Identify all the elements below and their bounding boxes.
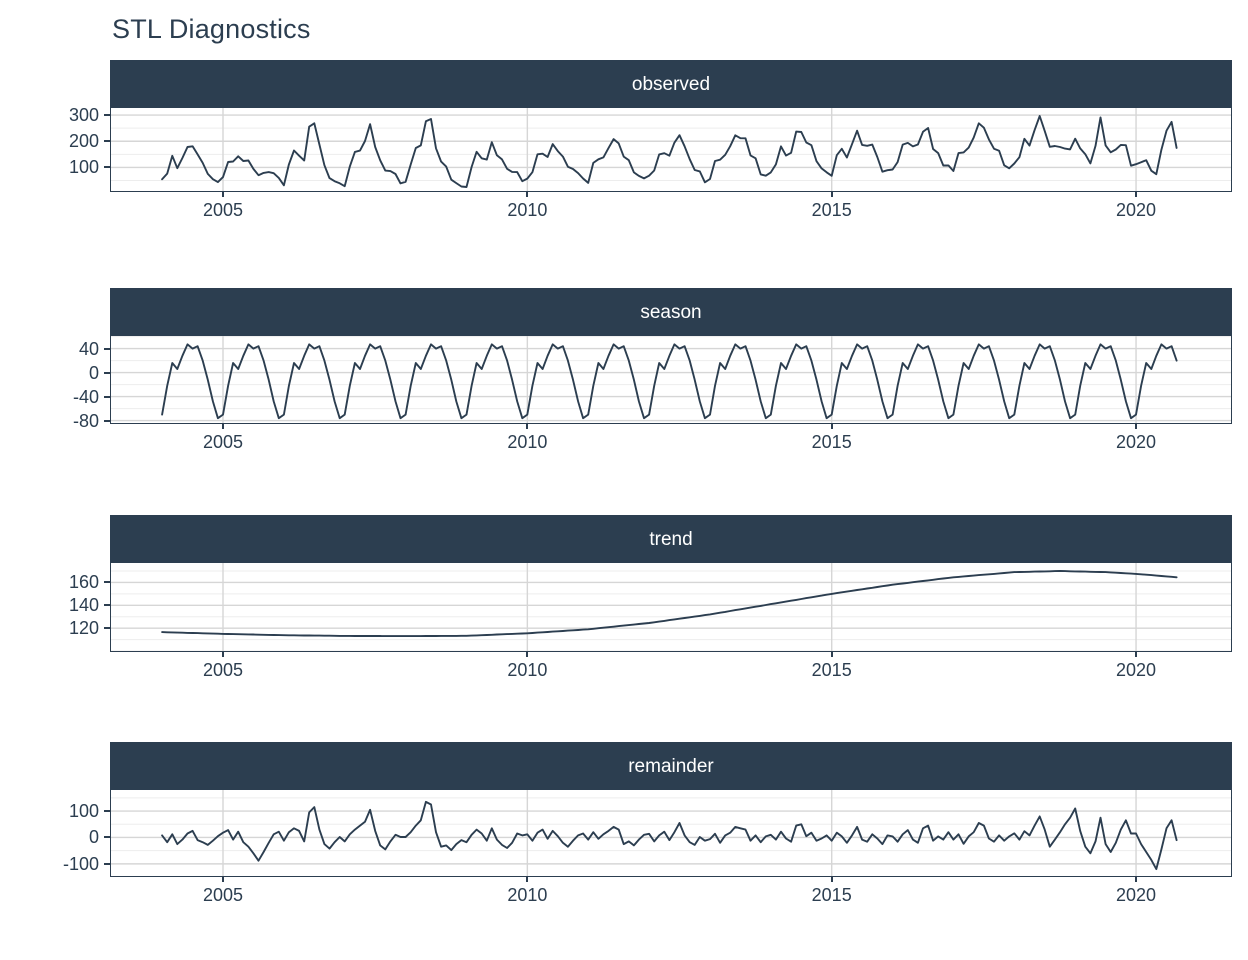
x-tick-label: 2015 xyxy=(811,200,852,220)
x-tick-label: 2010 xyxy=(507,432,548,452)
x-tick-label: 2015 xyxy=(811,885,852,905)
x-axis-tick xyxy=(222,876,224,882)
y-axis-tick xyxy=(104,114,110,117)
y-tick-label: -40 xyxy=(72,386,99,407)
y-axis-tick xyxy=(104,347,110,350)
x-tick-label: 2020 xyxy=(1116,432,1157,452)
x-tick-label: 2020 xyxy=(1116,660,1157,680)
panel-strip-remainder: remainder xyxy=(111,743,1231,790)
x-tick-label: 2005 xyxy=(202,885,244,905)
x-tick-label: 2005 xyxy=(202,432,244,452)
y-tick-label: 300 xyxy=(68,105,99,126)
y-tick-label: 0 xyxy=(88,827,99,848)
x-tick-label: 2010 xyxy=(507,200,548,220)
panel-strip-label: trend xyxy=(649,529,693,550)
season-plot-area: -80 -40 0 40 2005 2010 2015 2020 xyxy=(73,336,1231,452)
y-axis-tick xyxy=(104,581,110,584)
observed-line-chart xyxy=(111,108,1231,191)
x-tick-label: 2005 xyxy=(202,660,244,680)
y-axis-tick xyxy=(104,604,110,607)
x-axis-tick xyxy=(830,423,833,429)
y-axis-tick xyxy=(104,419,110,422)
x-axis-tick xyxy=(1135,191,1138,197)
x-axis-tick xyxy=(526,191,529,197)
y-axis-tick xyxy=(104,166,110,169)
y-axis-tick xyxy=(104,810,110,813)
y-tick-label: 100 xyxy=(68,157,99,178)
x-tick-label: 2005 xyxy=(202,200,244,220)
x-axis-tick xyxy=(830,876,833,882)
panel-strip-label: observed xyxy=(631,74,711,95)
panel-trend: trend 120 140 160 2005 2010 2015 2020 xyxy=(69,515,1232,680)
panel-strip-observed: observed xyxy=(111,61,1231,108)
panel-season: season -80 -40 0 40 2005 2010 2015 2020 xyxy=(73,288,1232,452)
y-axis-tick xyxy=(104,371,110,374)
y-axis-tick xyxy=(104,140,110,143)
x-axis-tick xyxy=(222,423,224,429)
y-tick-label: 0 xyxy=(88,362,99,383)
x-axis-tick xyxy=(1135,423,1138,429)
panel-remainder: remainder -100 0 100 2005 2010 2015 2020 xyxy=(63,742,1232,905)
chart-title: STL Diagnostics xyxy=(112,14,311,44)
remainder-plot-area: -100 0 100 2005 2010 2015 2020 xyxy=(63,790,1231,905)
x-tick-label: 2020 xyxy=(1116,885,1157,905)
panel-strip-trend: trend xyxy=(111,516,1231,563)
y-tick-label: 40 xyxy=(78,338,99,359)
trend-line-chart xyxy=(111,563,1231,651)
panel-observed: observed 100 200 300 2005 2010 2015 2020 xyxy=(69,60,1232,220)
x-tick-label: 2015 xyxy=(811,660,852,680)
panel-strip-label: remainder xyxy=(628,756,714,777)
remainder-line-chart xyxy=(111,790,1231,876)
x-tick-label: 2010 xyxy=(507,885,548,905)
x-axis-tick xyxy=(830,191,833,197)
panel-strip-label: season xyxy=(640,302,702,323)
x-axis-tick xyxy=(526,651,529,657)
x-axis-tick xyxy=(222,191,224,197)
y-tick-label: -100 xyxy=(62,853,99,874)
x-axis-tick xyxy=(222,651,224,657)
x-axis-tick xyxy=(1135,651,1138,657)
y-tick-label: 100 xyxy=(68,801,99,822)
y-axis-tick xyxy=(104,627,110,630)
y-tick-label: -80 xyxy=(72,410,99,431)
y-tick-label: 200 xyxy=(68,131,99,152)
x-axis-tick xyxy=(830,651,833,657)
y-tick-label: 140 xyxy=(68,595,99,616)
observed-plot-area: 100 200 300 2005 2010 2015 2020 xyxy=(69,106,1231,220)
trend-plot-area: 120 140 160 2005 2010 2015 2020 xyxy=(69,563,1231,680)
panel-strip-season: season xyxy=(111,289,1231,336)
y-axis-tick xyxy=(104,862,110,865)
season-line-chart xyxy=(111,336,1231,423)
x-axis-tick xyxy=(526,876,529,882)
y-axis-tick xyxy=(104,836,110,839)
x-tick-label: 2015 xyxy=(811,432,852,452)
y-tick-label: 160 xyxy=(68,572,99,593)
y-axis-tick xyxy=(104,395,110,398)
x-axis-tick xyxy=(1135,876,1138,882)
x-tick-label: 2010 xyxy=(507,660,548,680)
x-axis-tick xyxy=(526,423,529,429)
x-tick-label: 2020 xyxy=(1116,200,1157,220)
y-tick-label: 120 xyxy=(68,618,99,639)
